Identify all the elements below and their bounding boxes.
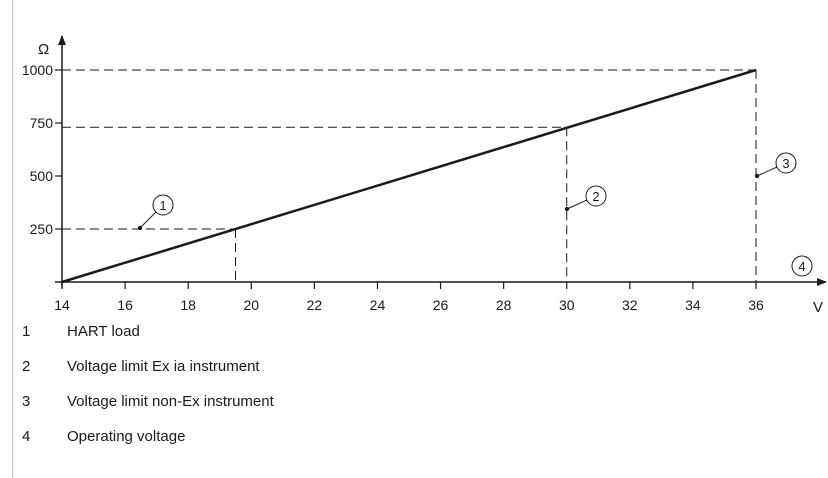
x-tick-label: 18: [180, 297, 196, 313]
callout-circle: [775, 152, 797, 174]
x-tick-label: 30: [559, 297, 575, 313]
callout-2: 2: [564, 185, 607, 212]
x-tick-label: 28: [496, 297, 512, 313]
x-tick-label: 20: [243, 297, 259, 313]
callout-1: 1: [137, 194, 174, 231]
x-tick-label: 22: [307, 297, 323, 313]
callout-number: 3: [782, 156, 789, 171]
callout-leader: [566, 199, 588, 210]
legend-item-1: 1 HART load: [22, 322, 274, 357]
x-tick-label: 24: [370, 297, 386, 313]
callout-leader: [139, 211, 157, 229]
y-tick-label: 500: [30, 168, 54, 184]
legend-item-2: 2 Voltage limit Ex ia instrument: [22, 357, 274, 392]
series-line: [61, 68, 757, 284]
x-tick-label: 32: [622, 297, 638, 313]
callout-leader: [756, 166, 778, 177]
legend-number: 2: [22, 358, 31, 375]
legend-item-4: 4 Operating voltage: [22, 427, 274, 462]
legend-item-3: 3 Voltage limit non-Ex instrument: [22, 392, 274, 427]
legend: 1 HART load 2 Voltage limit Ex ia instru…: [22, 322, 274, 462]
callout-circle: [585, 185, 607, 207]
callout-4: 4: [791, 255, 813, 277]
legend-number: 4: [22, 428, 31, 445]
x-tick-label: 34: [685, 297, 701, 313]
y-axis-label: Ω: [38, 41, 49, 58]
x-tick-label: 36: [748, 297, 764, 313]
callout-number: 1: [159, 198, 166, 213]
margin-bar: [12, 0, 13, 478]
x-tick-label: 14: [54, 297, 70, 313]
callout-number: 2: [592, 189, 599, 204]
y-tick-label: 750: [30, 115, 54, 131]
legend-text: Operating voltage: [67, 428, 186, 445]
legend-number: 3: [22, 393, 31, 410]
x-axis-label: V: [813, 299, 823, 316]
callout-number: 4: [798, 259, 805, 274]
callout-3: 3: [754, 152, 797, 179]
y-tick-label: 250: [30, 221, 54, 237]
legend-text: HART load: [67, 323, 140, 340]
x-tick-label: 16: [117, 297, 133, 313]
x-tick-label: 26: [433, 297, 449, 313]
legend-number: 1: [22, 323, 31, 340]
callout-circle: [152, 194, 174, 216]
legend-text: Voltage limit non-Ex instrument: [67, 393, 274, 410]
callout-circle: [791, 255, 813, 277]
legend-text: Voltage limit Ex ia instrument: [67, 358, 260, 375]
y-tick-label: 1000: [22, 62, 53, 78]
